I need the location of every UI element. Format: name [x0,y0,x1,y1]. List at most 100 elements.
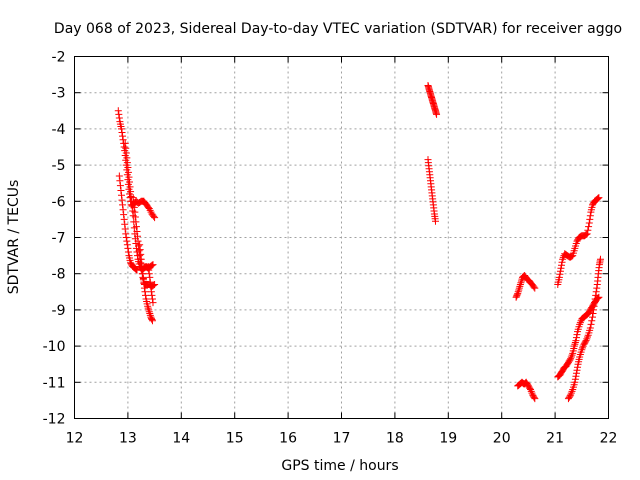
series-trace-4 [129,194,159,290]
data-point [556,267,564,275]
data-point [433,110,441,118]
data-point [144,302,152,310]
x-tick-label: 15 [226,431,244,447]
series-trace-9 [512,272,539,301]
data-point [134,237,142,245]
data-point [148,261,156,269]
data-point [139,275,147,283]
data-point [587,320,595,328]
data-point [567,389,575,397]
data-point [145,270,153,278]
data-point [515,284,523,292]
data-point [141,288,149,296]
data-point [117,186,125,194]
data-point [123,237,131,245]
data-point [121,225,129,233]
data-point [527,387,535,395]
data-point [123,154,131,162]
data-point [513,291,521,299]
y-tick-label: -3 [52,86,66,102]
y-tick-label: -11 [43,375,66,391]
data-point [122,230,130,238]
data-point [119,201,127,209]
data-point [571,375,579,383]
data-point [115,172,123,180]
data-point [115,114,123,122]
data-point [590,306,598,314]
data-point [570,342,578,350]
data-point [132,218,140,226]
series-trace-1 [114,107,159,222]
chart-title: Day 068 of 2023, Sidereal Day-to-day VTE… [54,21,622,37]
series-trace-8 [424,156,439,225]
data-point [138,265,146,273]
data-point [592,288,600,296]
data-point [573,366,581,374]
series-trace-10 [514,378,539,403]
data-point [140,279,148,287]
data-point [556,270,564,278]
data-point [119,132,127,140]
data-point [145,266,153,274]
data-point [581,231,589,239]
data-point [582,337,590,345]
data-point [116,182,124,190]
data-point [585,219,593,227]
data-point [558,258,566,266]
data-point [568,387,576,395]
data-point [516,282,524,290]
data-point [144,304,152,312]
x-tick-label: 14 [172,431,190,447]
data-point [571,378,579,386]
x-tick-label: 22 [600,431,618,447]
data-point [588,317,596,325]
data-point [582,230,590,238]
y-tick-label: -6 [52,194,66,210]
y-tick-label: -2 [52,50,66,66]
data-point [516,281,524,289]
data-point [578,346,586,354]
y-tick-label: -8 [52,267,66,283]
data-point [135,247,143,255]
data-point [131,213,139,221]
data-point [114,107,122,115]
data-point [124,244,132,252]
data-point [150,212,158,220]
data-point [515,286,523,294]
data-point [139,270,147,278]
data-point [119,206,127,214]
data-point [583,333,591,341]
data-point [583,335,591,343]
data-point [120,211,128,219]
data-point [591,295,599,303]
y-tick-labels: -2 -3 -4 -5 -6 -7 -8 -9 -10 -11 -12 [43,50,66,428]
x-tick-label: 18 [386,431,404,447]
data-point [559,255,567,263]
y-tick-label: -9 [52,303,66,319]
data-point [136,252,144,260]
data-point [146,273,154,281]
x-tick-label: 21 [546,431,564,447]
y-tick-label: -4 [52,122,66,138]
data-point [572,337,580,345]
plot-frame [74,56,609,419]
data-point [593,195,601,203]
data-point [514,288,522,296]
data-point [567,253,575,261]
series-trace-7 [424,81,441,118]
data-point [146,278,154,286]
data-point [144,203,152,211]
data-point [146,310,154,318]
grid [74,56,609,419]
data-point [147,283,155,291]
data-point [134,232,142,240]
data-point [122,234,130,241]
data-point [586,324,594,332]
series-trace-13 [564,255,604,403]
data-point [145,308,153,316]
data-point [120,215,128,223]
data-point [131,208,139,216]
data-point [144,262,152,270]
data-point [567,355,575,363]
data-point [431,217,439,225]
